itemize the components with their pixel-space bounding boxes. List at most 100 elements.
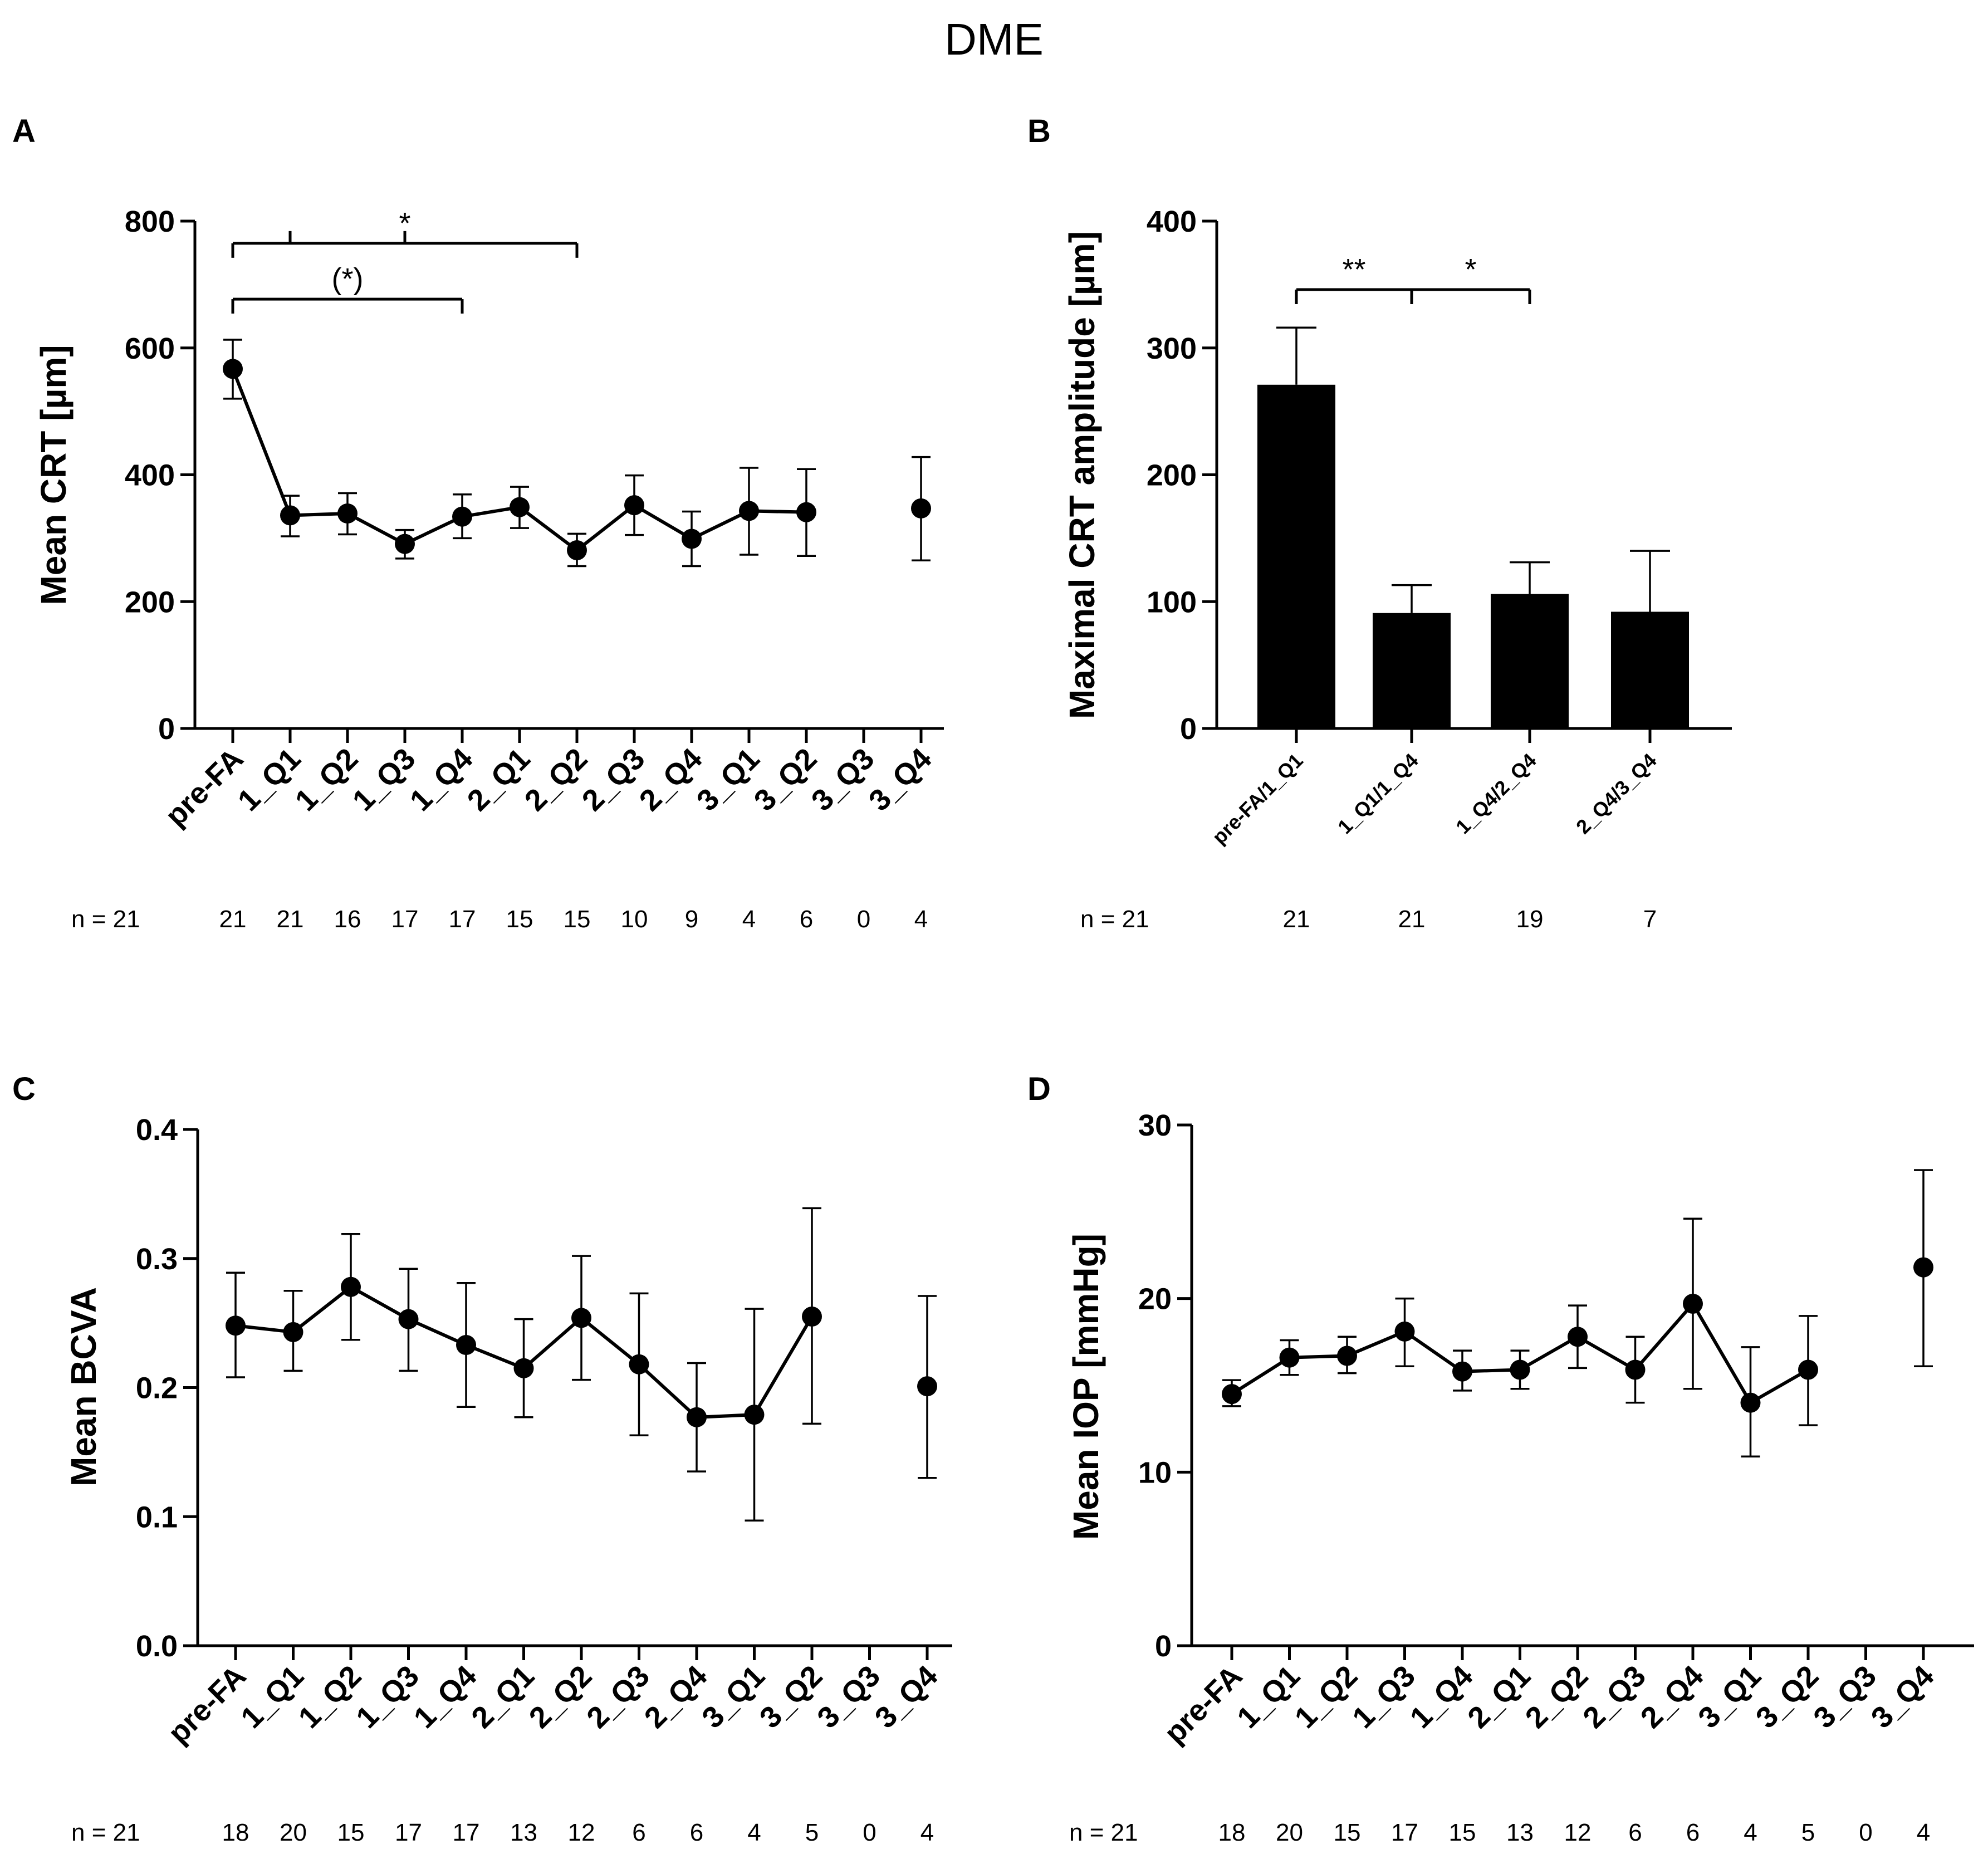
y-tick-label: 600 <box>125 332 175 365</box>
data-point <box>917 1376 937 1397</box>
n-value-label: 19 <box>1516 906 1544 933</box>
x-tick-label: 1_Q3 <box>350 1659 425 1735</box>
data-point <box>687 1407 707 1427</box>
sig-label: * <box>1465 253 1476 286</box>
data-point <box>744 1405 765 1425</box>
y-tick-label: 400 <box>1147 205 1197 238</box>
data-point <box>1683 1294 1703 1314</box>
y-tick-label: 20 <box>1138 1283 1172 1316</box>
y-tick-label: 0 <box>1155 1630 1172 1663</box>
data-point <box>1279 1347 1300 1368</box>
n-value-label: 12 <box>568 1819 595 1846</box>
figure-title: DME <box>944 14 1044 64</box>
x-tick-label: 1_Q1 <box>1231 1659 1306 1735</box>
x-tick-label: 2_Q1 <box>465 1659 541 1735</box>
x-tick-label: 1_Q1 <box>232 742 307 818</box>
data-point <box>624 495 644 516</box>
n-value-label: 17 <box>1391 1819 1418 1846</box>
x-tick-label: 2_Q2 <box>523 1659 599 1735</box>
n-value-label: 4 <box>920 1819 934 1846</box>
y-tick-label: 0.4 <box>136 1113 178 1147</box>
x-tick-label: 1_Q2 <box>289 742 365 818</box>
n-value-label: 4 <box>1744 1819 1757 1846</box>
x-tick-label: pre-FA/1_Q1 <box>1208 749 1308 849</box>
y-tick-label: 0.0 <box>136 1630 178 1663</box>
n-value-label: 0 <box>863 1819 876 1846</box>
x-tick-label: 1_Q1 <box>234 1659 310 1735</box>
n-value-label: 18 <box>1218 1819 1246 1846</box>
n-value-label: 6 <box>690 1819 703 1846</box>
data-point <box>629 1354 649 1374</box>
x-tick-label: 1_Q1/1_Q4 <box>1333 749 1423 839</box>
n-value-label: 6 <box>1686 1819 1700 1846</box>
n-value-label: 21 <box>277 906 304 933</box>
x-tick-label: 3_Q1 <box>691 742 766 818</box>
y-tick-label: 0 <box>158 712 175 746</box>
y-tick-label: 30 <box>1138 1109 1172 1142</box>
x-tick-label: 2_Q4 <box>1634 1659 1710 1735</box>
data-point <box>452 506 472 527</box>
data-point <box>341 1276 361 1297</box>
y-axis-label: Mean CRT [µm] <box>33 345 74 605</box>
x-tick-label: 2_Q4/3_Q4 <box>1571 749 1661 839</box>
n-value-label: 18 <box>222 1819 249 1846</box>
bar <box>1491 594 1569 728</box>
y-tick-label: 300 <box>1147 332 1197 365</box>
x-tick-label: 2_Q2 <box>518 742 594 818</box>
y-tick-label: 200 <box>1147 459 1197 492</box>
n-value-label: 6 <box>632 1819 645 1846</box>
n-value-label: 4 <box>914 906 928 933</box>
n-value-label: 15 <box>564 906 591 933</box>
x-tick-label: 3_Q4 <box>1865 1659 1941 1735</box>
y-tick-label: 800 <box>125 205 175 238</box>
y-tick-label: 0.3 <box>136 1242 178 1276</box>
x-tick-label: 1_Q2 <box>1289 1659 1364 1735</box>
n-prefix-label: n = 21 <box>1080 906 1149 933</box>
n-value-label: 10 <box>621 906 648 933</box>
data-point <box>456 1335 476 1356</box>
x-tick-label: pre-FA <box>159 742 249 833</box>
n-value-label: 4 <box>742 906 756 933</box>
bar <box>1611 612 1689 728</box>
data-point <box>796 502 816 522</box>
data-point <box>1510 1359 1530 1380</box>
data-point <box>510 497 530 517</box>
n-value-label: 5 <box>805 1819 819 1846</box>
y-tick-label: 0 <box>1180 712 1197 746</box>
n-value-label: 15 <box>1334 1819 1361 1846</box>
data-point <box>739 501 759 521</box>
y-axis-label: Mean BCVA <box>63 1287 104 1486</box>
n-value-label: 17 <box>391 906 419 933</box>
panel-letter: D <box>1027 1071 1051 1107</box>
data-point <box>1625 1359 1646 1380</box>
n-value-label: 16 <box>334 906 361 933</box>
data-point <box>280 505 300 526</box>
n-value-label: 6 <box>1628 1819 1642 1846</box>
n-prefix-label: n = 21 <box>71 1819 140 1846</box>
n-value-label: 21 <box>219 906 247 933</box>
y-tick-label: 400 <box>125 459 175 492</box>
x-tick-label: 2_Q1 <box>1461 1659 1537 1735</box>
x-tick-label: 2_Q2 <box>1519 1659 1595 1735</box>
data-point <box>1222 1384 1242 1405</box>
n-value-label: 21 <box>1398 906 1426 933</box>
x-tick-label: 1_Q4 <box>408 1659 483 1735</box>
x-tick-label: 2_Q3 <box>576 742 652 818</box>
data-point <box>567 540 587 561</box>
x-tick-label: 2_Q3 <box>580 1659 656 1735</box>
y-axis-label: Mean IOP [mmHg] <box>1066 1234 1106 1540</box>
data-point <box>1913 1257 1933 1278</box>
n-value-label: 17 <box>395 1819 422 1846</box>
n-value-label: 4 <box>1917 1819 1930 1846</box>
data-point <box>802 1307 822 1327</box>
x-tick-label: 3_Q2 <box>748 742 824 818</box>
x-tick-label: 3_Q2 <box>1750 1659 1825 1735</box>
x-tick-label: 3_Q4 <box>863 742 938 818</box>
n-value-label: 15 <box>337 1819 365 1846</box>
y-tick-label: 0.1 <box>136 1500 178 1534</box>
y-tick-label: 200 <box>125 585 175 619</box>
data-point <box>1568 1327 1588 1347</box>
